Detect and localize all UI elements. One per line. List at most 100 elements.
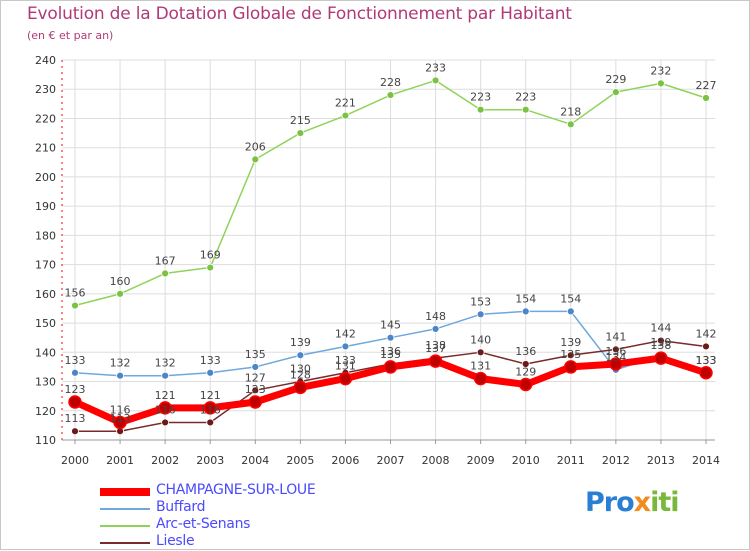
- data-point-arc-et-senans: [611, 88, 620, 97]
- data-point-champagne-sur-loue: [654, 351, 668, 365]
- x-tick-label: 2011: [557, 454, 585, 467]
- data-label-arc-et-senans: 160: [110, 275, 131, 288]
- data-label-buffard: 139: [290, 336, 311, 349]
- data-label-buffard: 133: [200, 354, 221, 367]
- data-point-buffard: [206, 368, 215, 377]
- data-label-buffard: 135: [245, 348, 266, 361]
- data-label-arc-et-senans: 218: [560, 105, 581, 118]
- data-label-champagne-sur-loue: 128: [290, 368, 311, 381]
- data-point-champagne-sur-loue: [203, 401, 217, 415]
- data-label-champagne-sur-loue: 131: [470, 360, 491, 373]
- data-label-champagne-sur-loue: 135: [380, 348, 401, 361]
- legend-label: Buffard: [156, 499, 206, 515]
- data-label-liesle: 113: [110, 412, 131, 425]
- data-point-champagne-sur-loue: [68, 395, 82, 409]
- data-label-buffard: 154: [560, 292, 581, 305]
- data-label-arc-et-senans: 223: [515, 91, 536, 104]
- data-label-champagne-sur-loue: 116: [110, 403, 131, 416]
- data-point-liesle: [657, 336, 665, 345]
- data-label-champagne-sur-loue: 137: [425, 342, 446, 355]
- data-label-liesle: 127: [245, 371, 266, 384]
- data-point-buffard: [161, 371, 170, 380]
- y-tick-label: 190: [35, 200, 56, 213]
- data-point-arc-et-senans: [657, 79, 665, 88]
- data-point-champagne-sur-loue: [518, 377, 533, 392]
- data-point-liesle: [611, 345, 620, 354]
- data-label-champagne-sur-loue: 121: [200, 389, 221, 402]
- data-point-arc-et-senans: [71, 301, 79, 310]
- data-point-champagne-sur-loue: [293, 380, 308, 395]
- data-label-champagne-sur-loue: 138: [650, 339, 671, 352]
- data-point-liesle: [476, 348, 485, 357]
- data-label-champagne-sur-loue: 123: [65, 383, 86, 396]
- y-tick-label: 120: [35, 405, 56, 418]
- x-tick-label: 2009: [467, 454, 495, 467]
- data-point-arc-et-senans: [251, 155, 260, 164]
- chart-title: Evolution de la Dotation Globale de Fonc…: [27, 4, 572, 24]
- data-label-liesle: 136: [380, 345, 401, 358]
- y-tick-label: 160: [35, 288, 56, 301]
- legend-label: Liesle: [156, 533, 195, 549]
- data-label-liesle: 116: [200, 403, 221, 416]
- data-label-buffard: 145: [380, 319, 401, 332]
- data-label-liesle: 140: [470, 333, 491, 346]
- data-label-champagne-sur-loue: 129: [515, 365, 536, 378]
- chart-subtitle: (en € et par an): [27, 29, 114, 42]
- x-tick-label: 2014: [692, 454, 720, 467]
- data-label-arc-et-senans: 221: [335, 97, 356, 110]
- data-label-liesle: 141: [605, 330, 626, 343]
- data-point-arc-et-senans: [116, 289, 124, 298]
- data-point-arc-et-senans: [702, 94, 710, 102]
- data-point-champagne-sur-loue: [383, 360, 398, 374]
- x-tick-label: 2001: [106, 454, 134, 467]
- data-point-buffard: [341, 342, 350, 351]
- y-tick-label: 220: [35, 112, 56, 125]
- data-label-champagne-sur-loue: 131: [335, 360, 356, 373]
- data-point-liesle: [251, 386, 260, 395]
- x-tick-label: 2002: [151, 454, 179, 467]
- data-label-arc-et-senans: 206: [245, 140, 266, 153]
- data-label-champagne-sur-loue: 123: [245, 383, 266, 396]
- data-label-arc-et-senans: 229: [605, 73, 626, 86]
- data-label-buffard: 133: [65, 354, 86, 367]
- data-point-buffard: [386, 333, 395, 342]
- data-point-champagne-sur-loue: [248, 395, 263, 409]
- x-tick-label: 2003: [196, 454, 224, 467]
- data-point-champagne-sur-loue: [338, 371, 353, 386]
- y-tick-label: 170: [35, 259, 56, 272]
- data-point-champagne-sur-loue: [699, 366, 713, 380]
- data-label-arc-et-senans: 233: [425, 61, 446, 74]
- data-label-arc-et-senans: 228: [380, 76, 401, 89]
- y-tick-label: 140: [35, 346, 56, 359]
- proxiti-logo: Proxiti: [585, 487, 680, 518]
- data-point-arc-et-senans: [431, 76, 440, 85]
- y-tick-label: 150: [35, 317, 56, 330]
- data-label-buffard: 132: [110, 357, 131, 370]
- data-label-buffard: 134: [605, 351, 626, 364]
- y-tick-label: 210: [35, 142, 56, 155]
- x-tick-label: 2007: [377, 454, 405, 467]
- x-tick-label: 2012: [602, 454, 630, 467]
- data-label-liesle: 116: [155, 403, 176, 416]
- data-point-champagne-sur-loue: [113, 415, 127, 430]
- data-point-arc-et-senans: [341, 111, 350, 120]
- data-point-arc-et-senans: [521, 105, 530, 114]
- legend-swatch-champagne: [100, 488, 150, 496]
- data-label-arc-et-senans: 223: [470, 91, 491, 104]
- data-label-arc-et-senans: 227: [696, 79, 717, 92]
- data-point-liesle: [71, 427, 79, 436]
- data-label-arc-et-senans: 232: [650, 64, 671, 77]
- data-label-champagne-sur-loue: 133: [696, 354, 717, 367]
- data-label-liesle: 144: [650, 322, 671, 335]
- data-label-champagne-sur-loue: 135: [560, 348, 581, 361]
- data-point-liesle: [566, 351, 575, 360]
- y-tick-label: 230: [35, 83, 56, 96]
- y-tick-label: 180: [35, 229, 56, 242]
- data-point-buffard: [116, 371, 124, 380]
- data-label-champagne-sur-loue: 121: [155, 389, 176, 402]
- legend-label: CHAMPAGNE-SUR-LOUE: [156, 482, 316, 498]
- data-point-liesle: [206, 418, 215, 427]
- data-label-buffard: 148: [425, 310, 446, 323]
- data-point-champagne-sur-loue: [158, 401, 172, 415]
